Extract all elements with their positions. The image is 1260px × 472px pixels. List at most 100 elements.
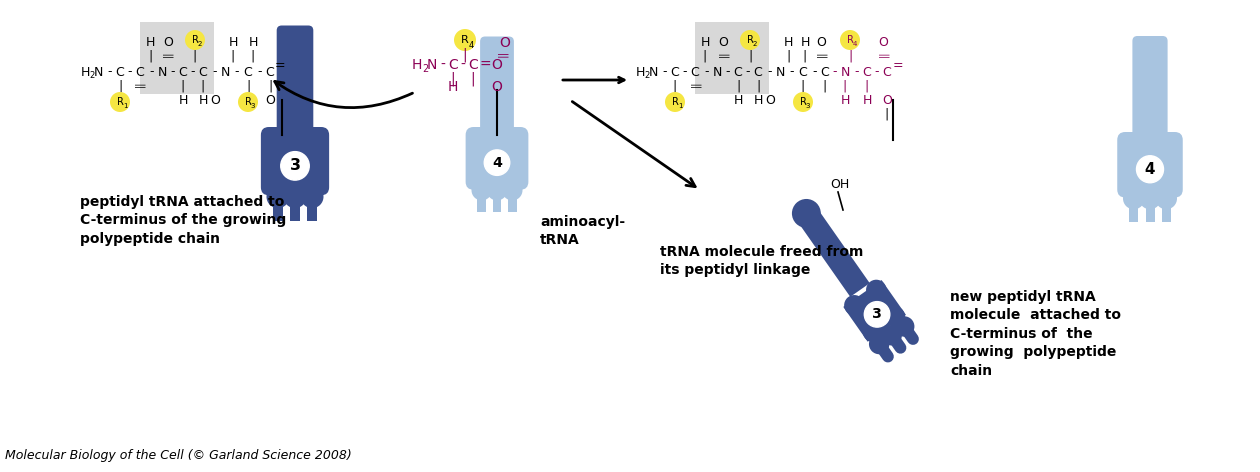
Circle shape: [885, 306, 905, 327]
Circle shape: [471, 180, 491, 201]
Text: C: C: [266, 66, 275, 78]
Text: C: C: [116, 66, 125, 78]
Text: O: O: [210, 93, 220, 107]
Text: H: H: [81, 66, 89, 78]
Circle shape: [1123, 188, 1144, 209]
Text: -: -: [790, 66, 794, 78]
Text: |: |: [736, 79, 740, 93]
Circle shape: [1137, 156, 1163, 183]
Text: |: |: [181, 79, 185, 93]
Circle shape: [238, 92, 258, 112]
Text: N: N: [427, 58, 437, 72]
Circle shape: [501, 180, 523, 201]
Text: |: |: [885, 108, 890, 120]
Circle shape: [1139, 188, 1160, 209]
Text: tRNA molecule freed from
its peptidyl linkage: tRNA molecule freed from its peptidyl li…: [660, 245, 863, 278]
Polygon shape: [796, 207, 869, 297]
Text: O: O: [765, 93, 775, 107]
Text: N: N: [93, 66, 102, 78]
Text: ||: ||: [135, 81, 145, 87]
Text: H: H: [412, 58, 422, 72]
Bar: [1145, 206, 1154, 222]
Text: -: -: [833, 66, 837, 78]
Circle shape: [844, 295, 864, 315]
Text: |: |: [200, 79, 205, 93]
Text: 2: 2: [752, 41, 757, 47]
Text: H: H: [248, 35, 258, 49]
Text: C: C: [670, 66, 679, 78]
Polygon shape: [843, 280, 906, 342]
Circle shape: [866, 280, 887, 300]
Text: |: |: [843, 79, 847, 93]
Text: -: -: [813, 66, 818, 78]
Text: -: -: [663, 66, 668, 78]
Text: N: N: [712, 66, 722, 78]
Text: ||: ||: [878, 51, 888, 57]
Text: -: -: [190, 66, 195, 78]
Text: ||: ||: [163, 51, 174, 57]
Text: R: R: [672, 97, 678, 107]
Text: N: N: [775, 66, 785, 78]
Text: -: -: [213, 66, 217, 78]
Text: |: |: [118, 79, 122, 93]
Circle shape: [793, 92, 813, 112]
FancyArrowPatch shape: [572, 101, 696, 186]
Text: H: H: [800, 35, 810, 49]
Text: H: H: [840, 93, 849, 107]
Text: -: -: [726, 66, 731, 78]
Text: C: C: [199, 66, 208, 78]
Circle shape: [486, 180, 508, 201]
Text: R: R: [847, 35, 853, 45]
Text: C: C: [136, 66, 145, 78]
Text: 2: 2: [89, 71, 94, 81]
Text: -: -: [441, 58, 446, 72]
Text: |: |: [748, 50, 752, 62]
Text: R: R: [461, 35, 469, 45]
Circle shape: [454, 29, 476, 51]
Circle shape: [281, 152, 309, 180]
Text: H: H: [701, 35, 709, 49]
Text: O: O: [499, 36, 510, 50]
Text: =: =: [479, 58, 491, 72]
Circle shape: [484, 150, 510, 176]
Text: R: R: [747, 35, 753, 45]
Text: C: C: [179, 66, 188, 78]
Text: |: |: [864, 79, 869, 93]
Text: -: -: [150, 66, 154, 78]
FancyBboxPatch shape: [1118, 132, 1183, 197]
Text: O: O: [718, 35, 728, 49]
Text: O: O: [163, 35, 173, 49]
Text: C: C: [690, 66, 699, 78]
Text: 3: 3: [251, 103, 256, 109]
Text: N: N: [220, 66, 229, 78]
Circle shape: [793, 199, 820, 228]
Text: O: O: [882, 93, 892, 107]
Text: 3: 3: [290, 159, 300, 173]
Text: |: |: [231, 50, 236, 62]
Text: -: -: [234, 66, 239, 78]
Bar: [1129, 206, 1138, 222]
Circle shape: [1155, 188, 1177, 209]
Text: new peptidyl tRNA
molecule  attached to
C-terminus of  the
growing  polypeptide
: new peptidyl tRNA molecule attached to C…: [950, 290, 1121, 378]
Text: C: C: [753, 66, 762, 78]
Text: -: -: [854, 66, 859, 78]
Text: R: R: [192, 35, 198, 45]
Text: H: H: [447, 80, 459, 94]
Circle shape: [185, 30, 205, 50]
Text: 4: 4: [493, 156, 501, 169]
Text: H: H: [733, 93, 742, 107]
Text: N: N: [649, 66, 658, 78]
Text: 2: 2: [422, 64, 428, 74]
Text: -: -: [874, 66, 879, 78]
Text: C: C: [820, 66, 829, 78]
Text: H: H: [145, 35, 155, 49]
FancyBboxPatch shape: [466, 127, 528, 190]
Text: -: -: [683, 66, 687, 78]
FancyBboxPatch shape: [277, 25, 314, 140]
Text: 1: 1: [678, 103, 682, 109]
Circle shape: [665, 92, 685, 112]
Text: -: -: [127, 66, 132, 78]
Text: -: -: [171, 66, 175, 78]
FancyArrowPatch shape: [275, 82, 412, 108]
Text: 4: 4: [853, 41, 857, 47]
